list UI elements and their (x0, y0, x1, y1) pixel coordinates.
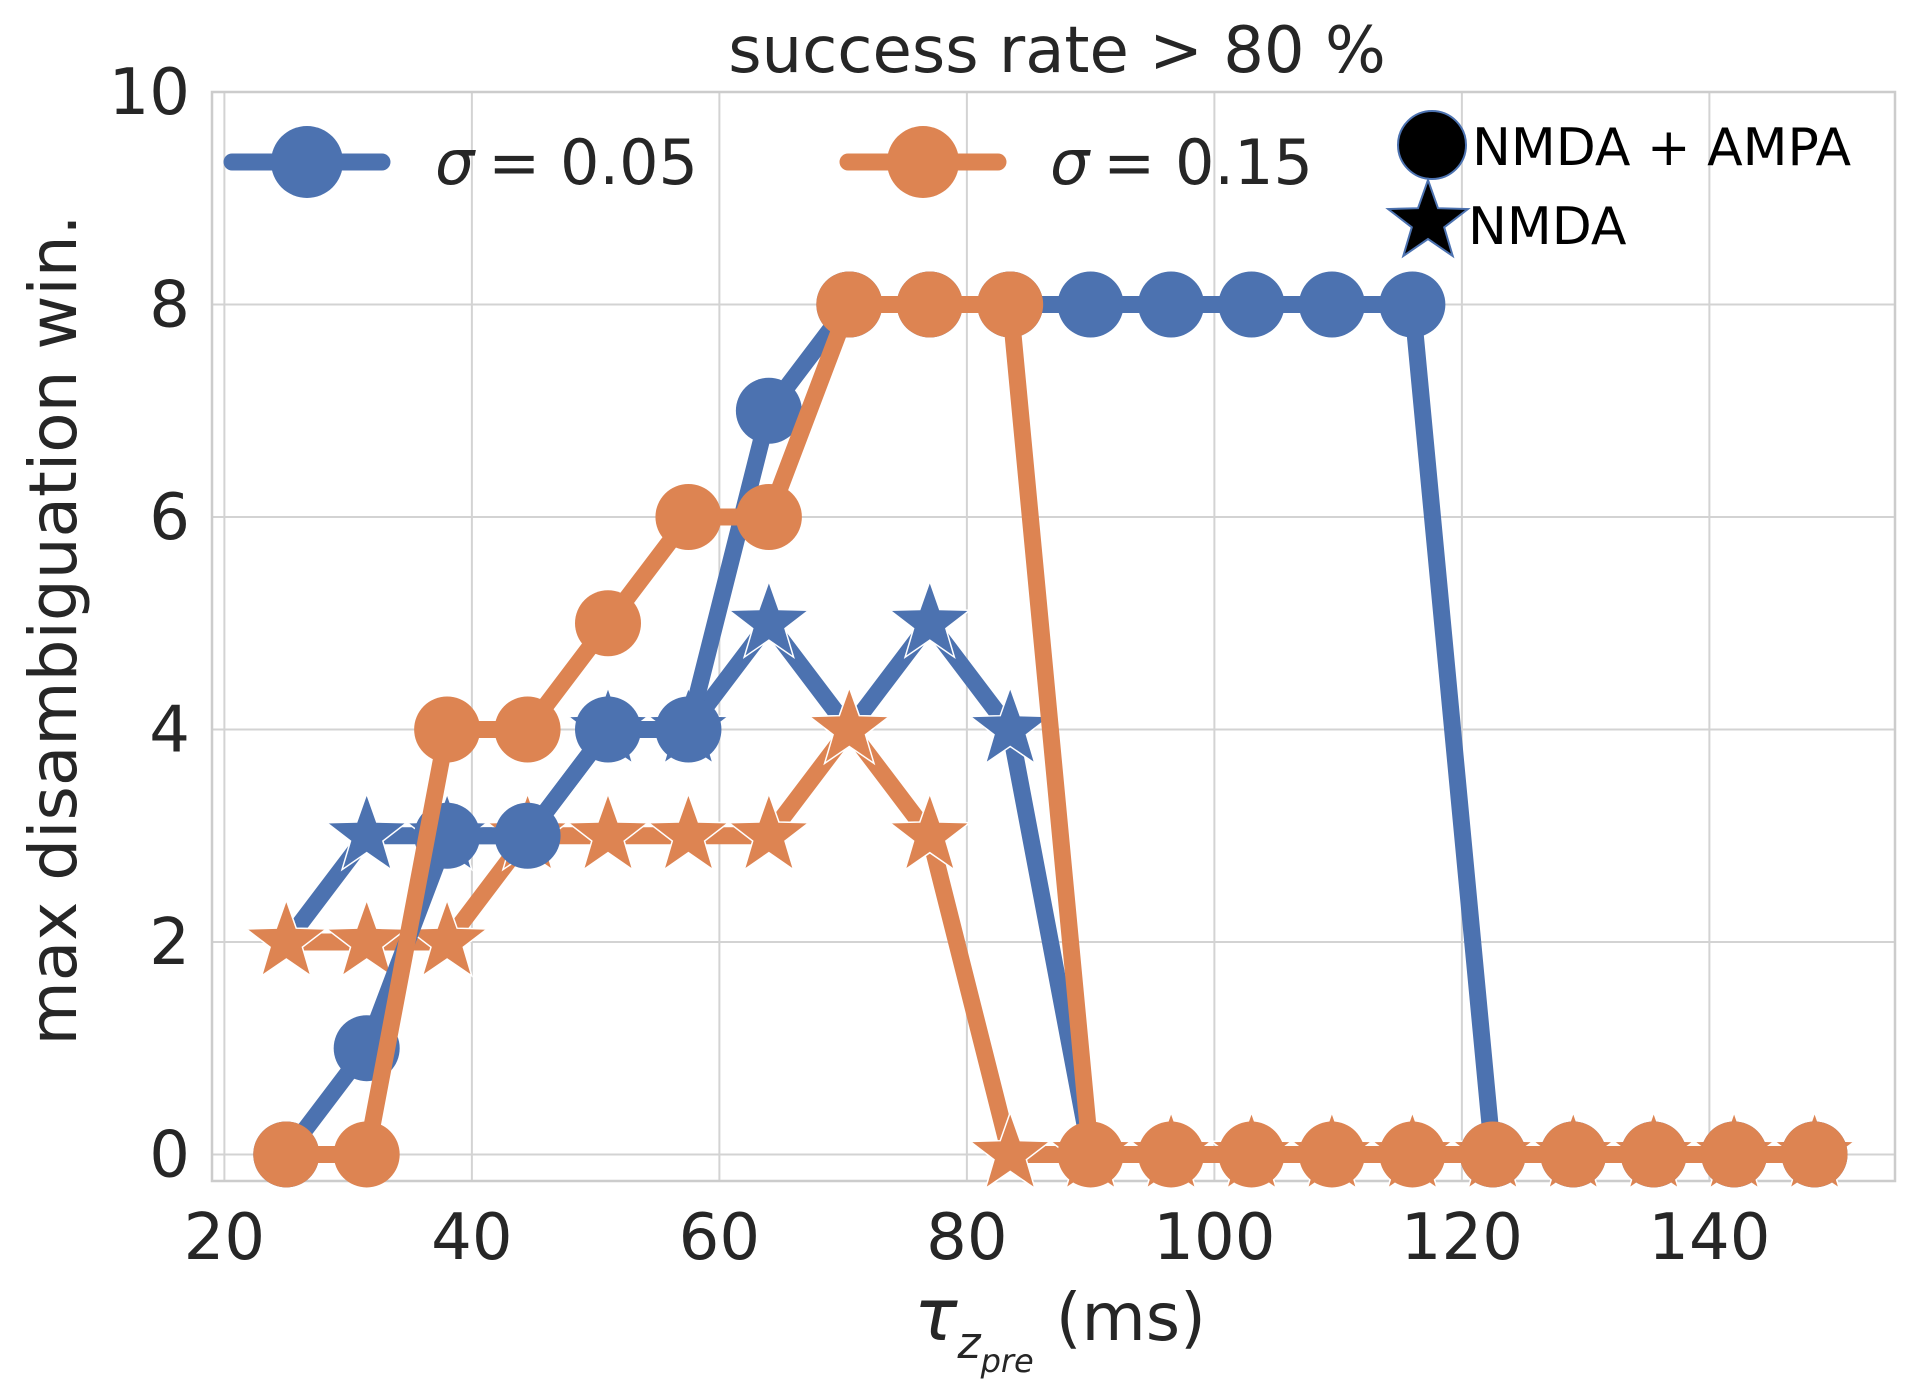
grid-lines (212, 91, 1895, 1181)
data-point-circle (735, 483, 802, 550)
x-axis-label-unit: (ms) (1056, 1279, 1206, 1356)
x-tick-label: 120 (1401, 1201, 1523, 1275)
x-axis-label-subsubscript: pre (980, 1342, 1034, 1380)
x-tick-label: 40 (431, 1201, 512, 1275)
data-point-star (646, 791, 731, 872)
data-point-circle (1057, 1121, 1124, 1188)
data-point-circle (494, 696, 561, 763)
data-point-circle (1138, 271, 1205, 338)
data-point-circle (333, 1121, 400, 1188)
legend-label: σ = 0.15 (1050, 126, 1313, 199)
legend-marker-swatch (271, 126, 343, 198)
data-point-circle (1379, 271, 1446, 338)
legend-entry-series-1: σ = 0.15 (839, 126, 1313, 199)
data-point-star (726, 791, 811, 872)
legend-entry-marker-star: NMDA (1385, 177, 1627, 259)
data-point-circle (1298, 271, 1365, 338)
data-point-circle (1218, 271, 1285, 338)
data-point-star (565, 791, 651, 872)
data-point-circle (655, 483, 722, 550)
data-point-star (887, 791, 972, 872)
data-point-star (244, 897, 329, 978)
data-point-star (968, 685, 1053, 766)
legend-entry-series-0: σ = 0.05 (223, 126, 698, 199)
series-nmda-ampa-1 (253, 271, 1848, 1188)
legend-label: σ = 0.05 (435, 126, 698, 199)
legend-star-icon (1385, 177, 1471, 259)
x-tick-label: 20 (184, 1201, 265, 1275)
legend-label-value: = 0.05 (488, 126, 698, 199)
tick-labels: 20 40 60 80 100 120 140 0 2 4 6 8 10 (109, 56, 1771, 1275)
data-point-circle (1701, 1121, 1768, 1188)
data-point-star (726, 578, 811, 660)
y-tick-label: 8 (149, 268, 190, 342)
data-point-circle (1057, 271, 1124, 338)
x-axis-label: τzpre (ms) (914, 1273, 1206, 1380)
data-point-circle (1540, 1121, 1607, 1188)
legend-entry-marker-circle: NMDA + AMPA (1397, 110, 1852, 180)
data-point-circle (735, 377, 802, 444)
legend-marker-label: NMDA (1468, 197, 1627, 257)
legend-label-value: = 0.15 (1103, 126, 1313, 199)
x-axis-label-symbol: τ (914, 1273, 958, 1357)
data-point-circle (977, 271, 1044, 338)
data-point-circle (896, 271, 963, 338)
data-point-circle (494, 802, 561, 869)
x-tick-label: 140 (1648, 1201, 1770, 1275)
legend-label-symbol: σ (435, 126, 476, 199)
x-tick-label: 80 (926, 1201, 1007, 1275)
legend-label-symbol: σ (1050, 126, 1091, 199)
series-layer (244, 271, 1857, 1191)
data-point-circle (253, 1121, 320, 1188)
y-tick-label: 2 (149, 906, 190, 980)
data-point-circle (1138, 1121, 1205, 1188)
y-tick-label: 4 (149, 693, 190, 767)
legend-marker-label: NMDA + AMPA (1472, 118, 1852, 178)
data-point-circle (414, 696, 481, 763)
data-point-circle (1379, 1121, 1446, 1188)
data-point-star (324, 791, 409, 872)
data-point-circle (1459, 1121, 1526, 1188)
data-point-circle (1218, 1121, 1285, 1188)
y-tick-label: 6 (149, 481, 190, 555)
x-tick-label: 100 (1153, 1201, 1275, 1275)
data-point-circle (575, 696, 641, 763)
x-tick-label: 60 (679, 1201, 760, 1275)
data-point-star (324, 897, 409, 978)
data-point-circle (575, 590, 641, 657)
legend-circle-icon (1397, 110, 1467, 180)
data-point-circle (1781, 1121, 1848, 1188)
data-point-star (887, 578, 972, 660)
y-tick-label: 0 (149, 1118, 190, 1192)
data-point-circle (1620, 1121, 1687, 1188)
plot-frame (210, 90, 1897, 1183)
data-point-circle (816, 271, 883, 338)
y-axis-label: max disambiguation win. (15, 214, 92, 1045)
data-point-star (807, 685, 892, 766)
data-point-circle (1298, 1121, 1365, 1188)
y-tick-label: 10 (109, 56, 190, 130)
data-point-circle (655, 696, 722, 763)
x-axis-label-subscript: z (956, 1318, 981, 1369)
legend-marker-swatch (887, 126, 959, 198)
chart-title: success rate > 80 % (728, 14, 1386, 88)
data-point-star (968, 1110, 1053, 1191)
